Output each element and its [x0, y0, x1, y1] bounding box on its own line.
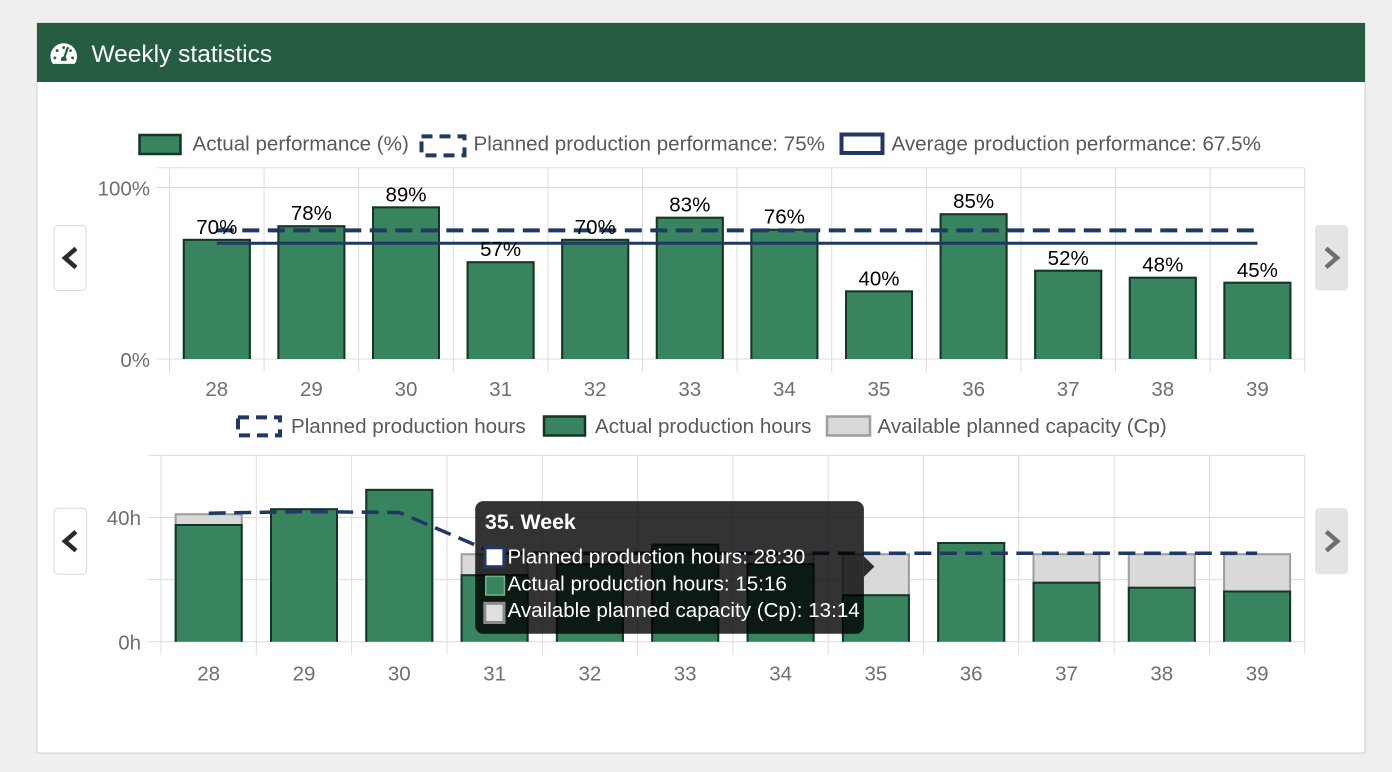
svg-text:70%: 70% [196, 216, 237, 239]
svg-text:Average production performance: Average production performance: 67.5% [892, 133, 1261, 156]
svg-text:36: 36 [960, 662, 983, 685]
svg-text:31: 31 [489, 378, 512, 401]
svg-text:Actual performance (%): Actual performance (%) [193, 133, 409, 156]
svg-text:85%: 85% [953, 190, 994, 213]
svg-text:32: 32 [578, 662, 601, 685]
svg-text:76%: 76% [764, 206, 805, 229]
svg-text:39: 39 [1246, 378, 1269, 401]
svg-text:30: 30 [388, 662, 411, 685]
svg-text:29: 29 [300, 378, 323, 401]
svg-text:45%: 45% [1237, 259, 1278, 282]
svg-text:Available planned capacity (Cp: Available planned capacity (Cp) [878, 415, 1167, 438]
svg-text:Planned production hours: 28:3: Planned production hours: 28:30 [508, 546, 806, 569]
svg-text:Planned production performance: Planned production performance: 75% [474, 133, 825, 156]
svg-text:39: 39 [1246, 662, 1269, 685]
svg-text:100%: 100% [98, 177, 150, 200]
svg-text:Actual production hours: 15:16: Actual production hours: 15:16 [508, 572, 787, 595]
svg-text:38: 38 [1150, 662, 1173, 685]
svg-text:83%: 83% [669, 194, 710, 217]
svg-text:34: 34 [773, 378, 796, 401]
svg-text:52%: 52% [1048, 247, 1089, 270]
svg-text:33: 33 [678, 378, 701, 401]
svg-text:35: 35 [868, 378, 891, 401]
svg-text:89%: 89% [385, 183, 426, 206]
svg-text:Actual production hours: Actual production hours [595, 415, 811, 438]
svg-text:35. Week: 35. Week [485, 510, 576, 534]
svg-text:57%: 57% [480, 238, 521, 261]
svg-text:0%: 0% [120, 349, 150, 372]
svg-text:34: 34 [769, 662, 792, 685]
svg-text:36: 36 [962, 378, 985, 401]
svg-text:35: 35 [864, 662, 887, 685]
svg-text:29: 29 [293, 662, 316, 685]
svg-text:37: 37 [1057, 378, 1080, 401]
svg-text:48%: 48% [1142, 254, 1183, 277]
svg-text:Planned production hours: Planned production hours [291, 415, 526, 438]
svg-text:40%: 40% [858, 267, 899, 290]
svg-text:37: 37 [1055, 662, 1078, 685]
svg-text:78%: 78% [291, 202, 332, 225]
svg-text:Weekly statistics: Weekly statistics [92, 41, 273, 68]
svg-text:33: 33 [674, 662, 697, 685]
svg-text:28: 28 [205, 378, 228, 401]
svg-text:Available planned capacity (Cp: Available planned capacity (Cp): 13:14 [508, 599, 860, 622]
svg-text:40h: 40h [107, 507, 141, 530]
svg-text:31: 31 [483, 662, 506, 685]
svg-text:70%: 70% [575, 216, 616, 239]
svg-text:30: 30 [395, 378, 418, 401]
svg-text:38: 38 [1151, 378, 1174, 401]
svg-text:32: 32 [584, 378, 607, 401]
svg-text:0h: 0h [118, 632, 141, 655]
svg-text:28: 28 [197, 662, 220, 685]
